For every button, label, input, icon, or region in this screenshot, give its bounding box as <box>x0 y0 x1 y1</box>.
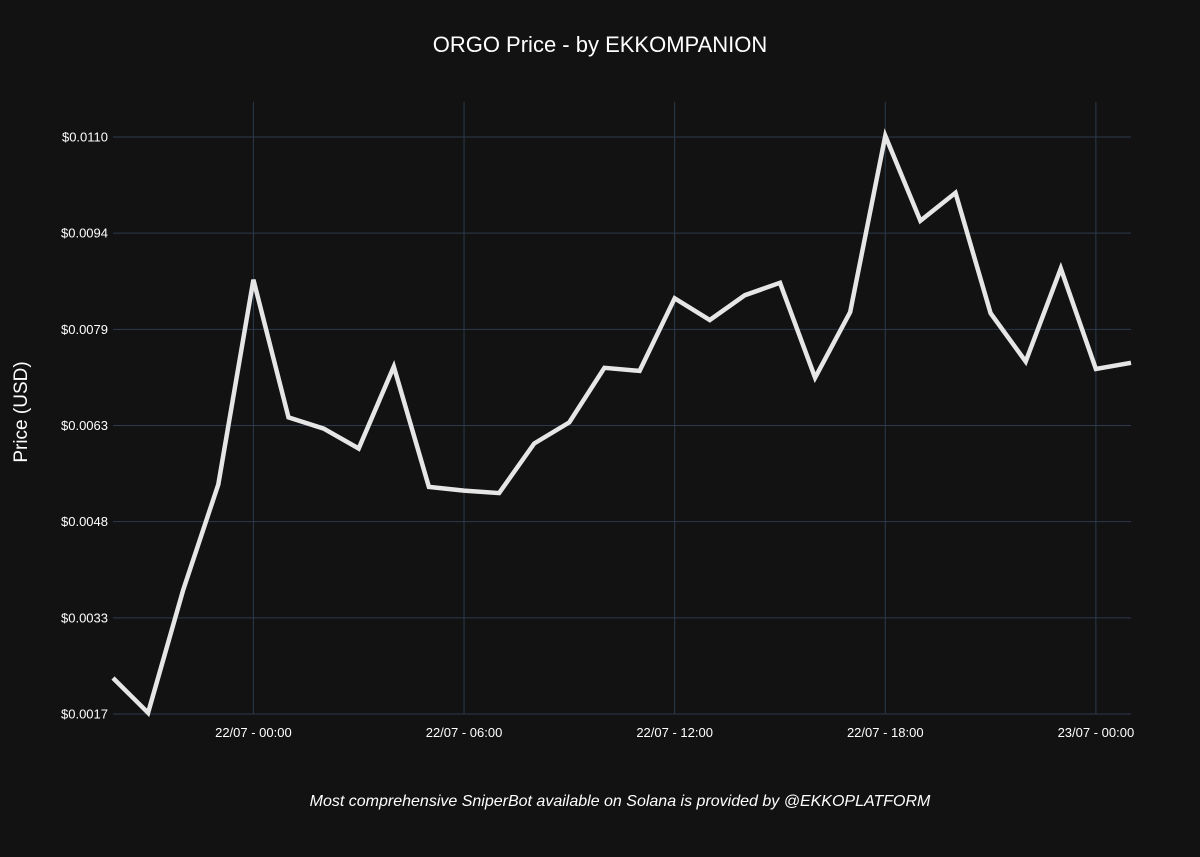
y-tick-label: $0.0033 <box>61 610 108 625</box>
chart-title: ORGO Price - by EKKOMPANION <box>433 32 768 57</box>
x-tick-label: 22/07 - 06:00 <box>426 725 503 740</box>
x-tick-label: 22/07 - 18:00 <box>847 725 924 740</box>
y-tick-label: $0.0063 <box>61 418 108 433</box>
footer-credit: Most comprehensive SniperBot available o… <box>310 793 931 810</box>
y-tick-label: $0.0094 <box>61 226 108 241</box>
y-axis-ticks: $0.0017 $0.0033 $0.0048 $0.0063 $0.0079 $0.00… <box>61 130 108 722</box>
y-tick-label: $0.0017 <box>61 707 108 722</box>
grid <box>113 102 1131 715</box>
x-tick-label: 23/07 - 00:00 <box>1058 725 1135 740</box>
y-axis-title: Price (USD) <box>11 361 32 462</box>
y-tick-label: $0.0079 <box>61 322 108 337</box>
y-tick-label: $0.0048 <box>61 514 108 529</box>
x-tick-label: 22/07 - 00:00 <box>215 725 292 740</box>
y-tick-label: $0.0110 <box>62 130 108 145</box>
x-tick-label: 22/07 - 12:00 <box>636 725 713 740</box>
series-layer <box>111 128 1132 718</box>
x-axis-ticks: 22/07 - 00:00 22/07 - 06:00 22/07 - 12:00 2… <box>215 725 1134 740</box>
price-line <box>111 128 1132 718</box>
